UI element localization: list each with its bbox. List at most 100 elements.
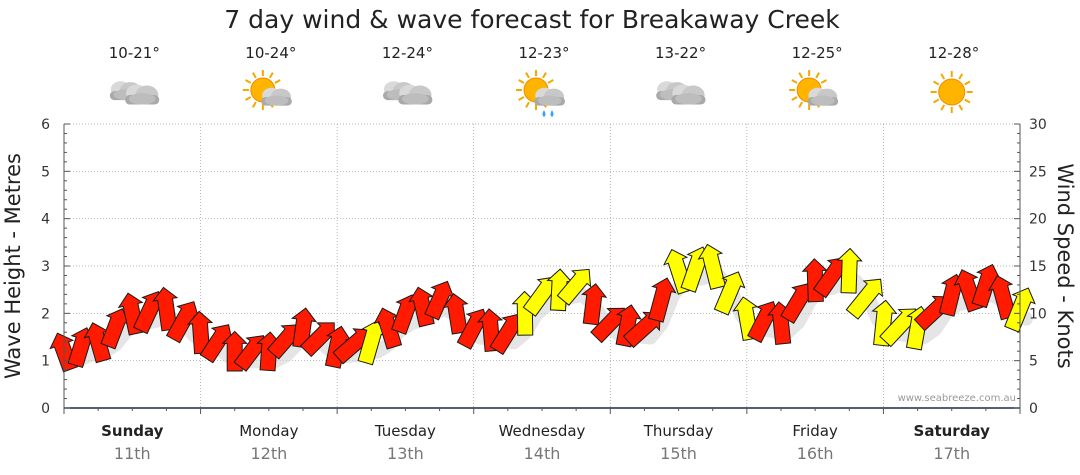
temperature-label: 13-22°	[655, 44, 706, 62]
wind-arrow	[165, 301, 200, 344]
right-axis-title: Wind Speed - Knots	[1053, 163, 1077, 368]
sun-ray	[798, 72, 804, 79]
right-tick-label: 25	[1029, 164, 1047, 180]
sun-ray	[518, 96, 525, 101]
wind-arrow	[83, 322, 112, 364]
left-tick-label: 4	[41, 212, 50, 228]
day-date: 15th	[660, 444, 697, 463]
right-tick-label: 0	[1029, 401, 1038, 417]
right-axis-labels: 0 5 10 15 20 25 30	[1029, 117, 1047, 417]
right-tick-label: 30	[1029, 117, 1047, 133]
temperature-label: 12-24°	[382, 44, 433, 62]
cloud-puff	[402, 93, 429, 105]
sun-disc	[938, 78, 966, 106]
cloud-puff	[264, 95, 289, 106]
sun-ray	[798, 101, 804, 108]
wind-arrow-shape	[581, 283, 608, 326]
wind-arrow	[581, 283, 608, 326]
sun-ray	[958, 104, 964, 111]
sun-ray	[820, 79, 827, 84]
cloudy-icon	[656, 81, 706, 105]
day-date: 12th	[250, 444, 287, 463]
left-axis-title: Wave Height - Metres	[1, 153, 25, 379]
day-name: Sunday	[101, 422, 164, 440]
sun-ray	[547, 79, 554, 84]
day-name: Saturday	[914, 422, 991, 440]
cloud-puff	[537, 95, 562, 106]
sun-ray	[791, 79, 798, 84]
partly-sunny-showers-icon	[516, 70, 565, 117]
wind-arrow-shape	[324, 325, 352, 369]
right-tick-label: 15	[1029, 259, 1047, 275]
day-date: 14th	[524, 444, 561, 463]
temperature-label: 10-21°	[109, 44, 160, 62]
plot-area	[49, 123, 1036, 414]
wind-arrow-shape	[971, 263, 1002, 309]
cloud-puff	[128, 93, 156, 105]
sun-ray	[542, 72, 547, 79]
sun-ray	[525, 72, 530, 79]
partly-sunny-icon	[789, 70, 839, 110]
chart-title: 7 day wind & wave forecast for Breakaway…	[224, 5, 840, 34]
wind-arrows	[49, 243, 1036, 373]
wind-arrow-shape	[697, 243, 726, 290]
day-name: Thursday	[643, 422, 714, 440]
wind-arrow	[971, 263, 1002, 309]
wind-arrow-shape	[845, 278, 884, 320]
sun-ray	[940, 104, 946, 111]
sun-ray	[958, 73, 964, 80]
sun-ray	[525, 101, 530, 108]
wind-arrow-shape	[648, 277, 677, 323]
wind-arrow	[408, 286, 435, 328]
wind-arrow-shape	[556, 268, 592, 306]
sun-ray	[933, 80, 940, 86]
partly-sunny-icon	[242, 70, 292, 110]
temperature-label: 12-25°	[792, 44, 843, 62]
wind-arrow	[648, 277, 677, 323]
temperature-label: 10-24°	[245, 44, 296, 62]
cloud-puff	[810, 95, 835, 106]
wind-arrow	[845, 278, 884, 320]
day-name: Tuesday	[374, 422, 436, 440]
sun-ray	[815, 72, 821, 79]
cloudy-icon	[383, 81, 433, 105]
left-tick-label: 3	[41, 259, 50, 275]
sun-ray	[940, 73, 946, 80]
rain-drop	[550, 110, 554, 117]
rain-drop	[542, 110, 546, 117]
temperature-label: 12-23°	[518, 44, 569, 62]
wind-arrow-shape	[408, 286, 435, 328]
day-date: 17th	[933, 444, 970, 463]
wind-arrow	[324, 325, 352, 369]
wind-arrow-shape	[424, 280, 455, 321]
left-tick-label: 1	[41, 354, 50, 370]
sunny-icon	[930, 71, 973, 113]
wind-arrow-shape	[713, 271, 746, 316]
left-axis-labels: 0 1 2 3 4 5 6	[41, 117, 50, 417]
wind-arrow-shape	[165, 301, 200, 344]
sun-ray	[274, 79, 281, 84]
axis-ticks	[63, 123, 1021, 414]
day-date: 13th	[387, 444, 424, 463]
cloudy-icon	[109, 81, 160, 105]
grid	[64, 123, 1020, 408]
sun-ray	[251, 101, 257, 108]
left-tick-label: 0	[41, 401, 50, 417]
wind-arrow-shape	[373, 307, 403, 350]
sun-ray	[245, 96, 252, 101]
sun-ray	[791, 96, 798, 101]
left-tick-label: 5	[41, 164, 50, 180]
wind-arrow-shape	[83, 322, 112, 364]
wind-arrow	[556, 268, 592, 306]
sun-ray	[251, 72, 257, 79]
sun-ray	[964, 98, 971, 104]
watermark: www.seabreeze.com.au	[898, 393, 1016, 404]
left-tick-label: 2	[41, 306, 50, 322]
day-date: 11th	[114, 444, 151, 463]
wind-arrow	[836, 247, 863, 294]
wind-arrow	[697, 243, 726, 290]
wind-arrow	[713, 271, 746, 316]
sun-ray	[268, 72, 274, 79]
wind-arrow	[424, 280, 455, 321]
